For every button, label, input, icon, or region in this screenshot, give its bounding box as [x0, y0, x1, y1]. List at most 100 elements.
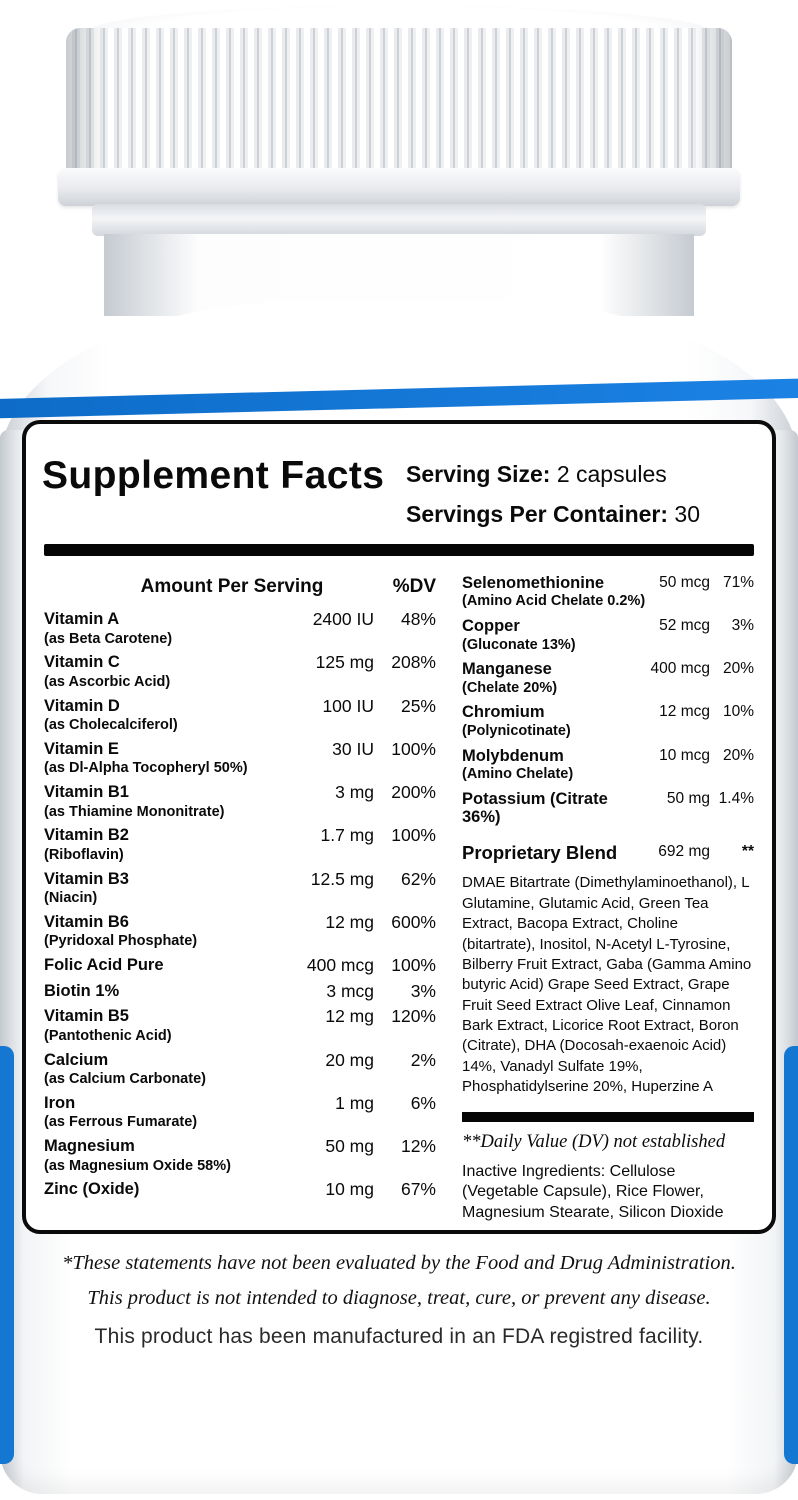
nutrient-name: Biotin 1%	[44, 981, 120, 1000]
blend-ingredients: DMAE Bitartrate (Dimethylaminoethanol), …	[462, 874, 752, 1096]
nutrient-name: Molybdenum	[462, 746, 564, 765]
nutrient-subname: (Chelate 20%)	[462, 679, 558, 696]
nutrient-dv: 20%	[722, 746, 754, 764]
nutrient-amount: 12.5 mg	[310, 868, 374, 889]
nutrient-row: Vitamin B2 1.7 mg 100% (Riboflavin)	[44, 826, 436, 863]
nutrient-row: Vitamin B1 3 mg 200% (as Thiamine Mononi…	[44, 782, 436, 820]
nutrient-amount: 20 mg	[325, 1049, 374, 1070]
nutrient-dv: 12%	[400, 1136, 436, 1157]
label-blue-edge-left	[0, 1046, 14, 1464]
bottle-cap-flange	[58, 168, 740, 206]
nutrient-dv: 10%	[722, 703, 754, 721]
nutrient-subname: (Pantothenic Acid)	[44, 1027, 172, 1044]
nutrient-row: Vitamin A 2400 IU 48% (as Beta Carotene)	[44, 609, 436, 647]
nutrient-name: Vitamin A	[44, 610, 120, 628]
nutrient-subname: (as Ferrous Fumarate)	[44, 1114, 198, 1131]
nutrient-row: Biotin 1% 3 mcg 3%	[44, 980, 436, 1002]
nutrient-row: Magnesium 50 mg 12% (as Magnesium Oxide …	[44, 1137, 436, 1174]
nutrient-amount: 125 mg	[315, 652, 374, 673]
nutrient-subname: (as Ascorbic Acid)	[44, 673, 171, 690]
nutrient-amount: 12 mg	[325, 1006, 374, 1027]
nutrient-name: Chromium	[462, 703, 545, 722]
divider-bar-right	[462, 1111, 754, 1122]
nutrient-subname: (as Calcium Carbonate)	[44, 1071, 206, 1088]
nutrient-name: Iron	[44, 1093, 76, 1112]
nutrient-dv: 6%	[410, 1092, 436, 1113]
nutrient-amount: 12 mcg	[659, 703, 710, 721]
nutrient-amount: 3 mcg	[326, 980, 374, 1001]
nutrient-row: Copper 52 mcg 3% (Gluconate 13%)	[462, 617, 754, 653]
nutrient-amount: 400 mcg	[650, 660, 710, 678]
nutrient-subname: (Gluconate 13%)	[462, 636, 576, 653]
nutrient-dv: 100%	[391, 955, 436, 976]
nutrient-name: Copper	[462, 617, 520, 636]
fda-facility-line: This product has been manufactured in an…	[94, 1325, 704, 1348]
label-blue-edge-right	[784, 1046, 798, 1464]
nutrient-dv: 600%	[391, 911, 436, 932]
column-headers: Amount Per Serving %DV	[44, 576, 436, 598]
nutrient-name: Vitamin B3	[44, 869, 129, 888]
nutrient-row: Vitamin B5 12 mg 120% (Pantothenic Acid)	[44, 1007, 436, 1044]
nutrient-subname: (as Cholecalciferol)	[44, 717, 178, 734]
serving-size-line: Serving Size: 2 capsules	[406, 454, 752, 494]
nutrient-dv: 1.4%	[718, 789, 754, 807]
nutrient-subname: (Amino Chelate)	[462, 766, 574, 783]
serving-info: Serving Size: 2 capsules Servings Per Co…	[406, 454, 752, 534]
serving-size-value: 2 capsules	[556, 461, 667, 487]
nutrient-amount: 10 mg	[325, 1179, 374, 1200]
nutrient-dv: 208%	[391, 652, 436, 673]
nutrient-row: Manganese 400 mcg 20% (Chelate 20%)	[462, 660, 754, 696]
supplement-facts-panel: Supplement Facts Serving Size: 2 capsule…	[22, 420, 776, 1234]
nutrient-rows-right: Selenomethionine 50 mcg 71% (Amino Acid …	[462, 574, 754, 827]
nutrient-name: Zinc (Oxide)	[44, 1180, 140, 1199]
dv-header: %DV	[392, 576, 436, 597]
nutrient-row: Vitamin C 125 mg 208% (as Ascorbic Acid)	[44, 653, 436, 690]
amount-per-serving-header: Amount Per Serving	[140, 576, 324, 597]
divider-bar-top	[44, 544, 754, 556]
nutrient-name: Vitamin B5	[44, 1007, 129, 1026]
nutrient-amount: 30 IU	[332, 738, 374, 759]
nutrient-name: Manganese	[462, 660, 552, 679]
fda-disclaimer-line2: This product is not intended to diagnose…	[87, 1287, 711, 1309]
nutrient-row: Vitamin D 100 IU 25% (as Cholecalciferol…	[44, 695, 436, 734]
nutrient-amount: 50 mg	[325, 1136, 374, 1157]
nutrient-subname: (Riboflavin)	[44, 846, 124, 863]
nutrient-dv: 120%	[391, 1006, 436, 1027]
nutrient-subname: (Pyridoxal Phosphate)	[44, 933, 198, 950]
nutrients-columns: Amount Per Serving %DV Vitamin A 2400 IU…	[42, 566, 756, 1224]
nutrient-subname: (Niacin)	[44, 890, 98, 907]
nutrient-name: Vitamin D	[44, 696, 120, 715]
fda-disclaimer-line1: *These statements have not been evaluate…	[62, 1252, 736, 1274]
nutrient-dv: 100%	[391, 738, 436, 759]
nutrient-rows-left: Vitamin A 2400 IU 48% (as Beta Carotene)…	[44, 609, 436, 1200]
nutrient-dv: 200%	[391, 782, 436, 803]
nutrient-amount: 3 mg	[335, 782, 374, 803]
nutrient-name: Calcium	[44, 1050, 109, 1069]
blend-name: Proprietary Blend	[462, 841, 618, 863]
nutrient-subname: (as Thiamine Mononitrate)	[44, 803, 225, 820]
nutrient-dv: 25%	[400, 695, 436, 716]
panel-header: Supplement Facts Serving Size: 2 capsule…	[42, 454, 756, 542]
nutrient-dv: 48%	[400, 609, 436, 629]
nutrient-dv: 20%	[722, 660, 754, 678]
inactive-ingredients: Inactive Ingredients: Cellulose (Vegetab…	[462, 1162, 724, 1222]
nutrient-dv: 2%	[410, 1049, 436, 1070]
nutrient-amount: 50 mcg	[659, 574, 710, 591]
nutrient-name: Vitamin E	[44, 739, 119, 758]
nutrient-amount: 52 mcg	[659, 617, 710, 635]
nutrient-dv: 3%	[410, 980, 436, 1001]
nutrient-amount: 12 mg	[325, 911, 374, 932]
dv-footnote: **Daily Value (DV) not established	[462, 1131, 726, 1152]
nutrient-dv: 71%	[722, 574, 754, 591]
nutrient-row: Vitamin E 30 IU 100% (as Dl-Alpha Tocoph…	[44, 738, 436, 777]
nutrient-row: Potassium (Citrate 36%) 50 mg 1.4%	[462, 790, 754, 827]
panel-title: Supplement Facts	[42, 454, 385, 497]
nutrient-name: Vitamin B2	[44, 826, 129, 845]
nutrient-name: Vitamin B6	[44, 912, 129, 931]
nutrient-subname: (Polynicotinate)	[462, 722, 571, 739]
nutrient-amount: 100 IU	[322, 695, 374, 716]
nutrient-row: Vitamin B6 12 mg 600% (Pyridoxal Phospha…	[44, 911, 436, 950]
nutrient-dv: 3%	[731, 617, 754, 635]
nutrient-row: Folic Acid Pure 400 mcg 100%	[44, 956, 436, 976]
proprietary-blend-row: Proprietary Blend 692 mg **	[462, 841, 754, 864]
